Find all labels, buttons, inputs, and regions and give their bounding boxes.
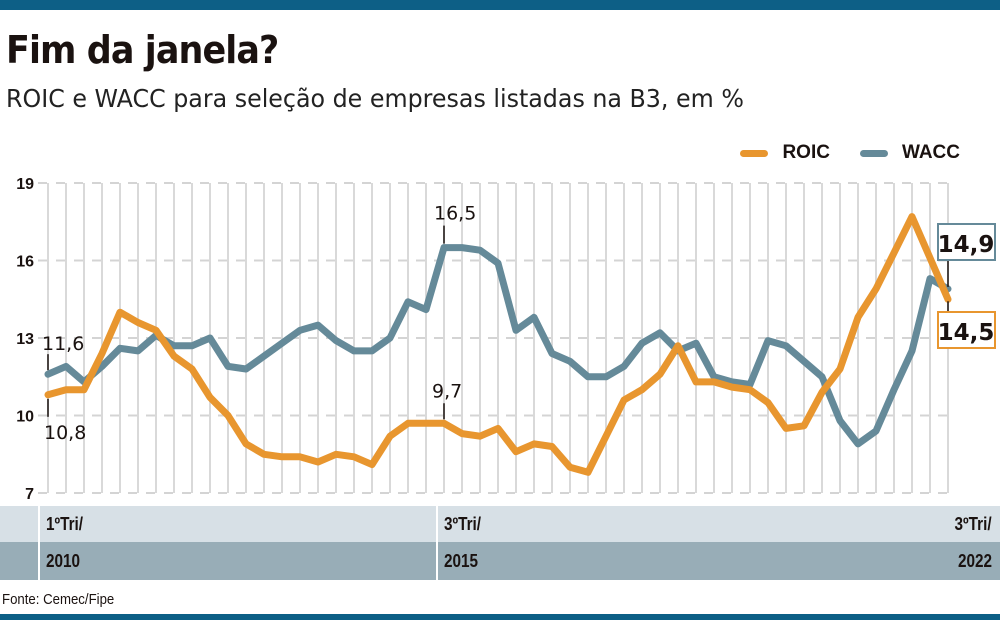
annotations: 11,6 10,8 16,5 9,7 14,9 14,5 [42,203,996,444]
legend-swatch-roic [740,149,769,157]
x-label-quarter-mid: 3ºTri/ [444,514,482,534]
annotation-label-roic-start: 10,8 [44,422,86,444]
x-axis-divider [436,506,438,580]
x-axis-divider [38,506,40,580]
grid [38,182,956,494]
annotation-label-roic-end: 14,5 [938,320,995,346]
x-axis-band-quarter [0,506,1000,542]
series-lines [44,213,952,476]
annotation-label-wacc-start: 11,6 [42,333,84,355]
legend-label-wacc: WACC [901,142,960,163]
chart-title: Fim da janela? [6,28,279,72]
y-axis-ticks: 7 10 13 16 19 [16,176,34,503]
legend: ROIC WACC [710,142,960,164]
series-line-wacc [44,244,952,448]
chart-subtitle: ROIC e WACC para seleção de empresas lis… [6,84,744,113]
x-label-year-start: 2010 [46,551,81,571]
annotation-label-wacc-end: 14,9 [938,232,995,258]
y-tick-label: 7 [25,486,34,503]
x-label-quarter-end: 3ºTri/ [954,514,992,534]
annotation-box-wacc-end [937,223,996,261]
y-tick-label: 19 [16,176,34,193]
annotation-label-roic-mid: 9,7 [432,380,462,402]
legend-item-roic: ROIC [740,142,830,164]
x-label-year-end: 2022 [957,551,992,571]
source-note: Fonte: Cemec/Fipe [2,591,115,608]
legend-label-roic: ROIC [782,142,830,163]
annotation-box-roic-end [937,311,996,349]
x-label-year-mid: 2015 [444,551,479,571]
y-tick-label: 16 [16,254,34,271]
x-axis-band-year [0,542,1000,580]
top-bar [0,0,1000,10]
x-label-quarter-start: 1ºTri/ [46,514,84,534]
line-chart: 7 10 13 16 19 11,6 10,8 16,5 9,7 14,9 14,5 [16,176,996,503]
annotation-label-wacc-peak: 16,5 [434,203,476,225]
y-tick-label: 13 [16,331,34,348]
series-line-roic [44,213,952,476]
bottom-bar [0,614,1000,620]
y-tick-label: 10 [16,409,34,426]
legend-item-wacc: WACC [859,142,960,164]
legend-swatch-wacc [859,149,888,157]
